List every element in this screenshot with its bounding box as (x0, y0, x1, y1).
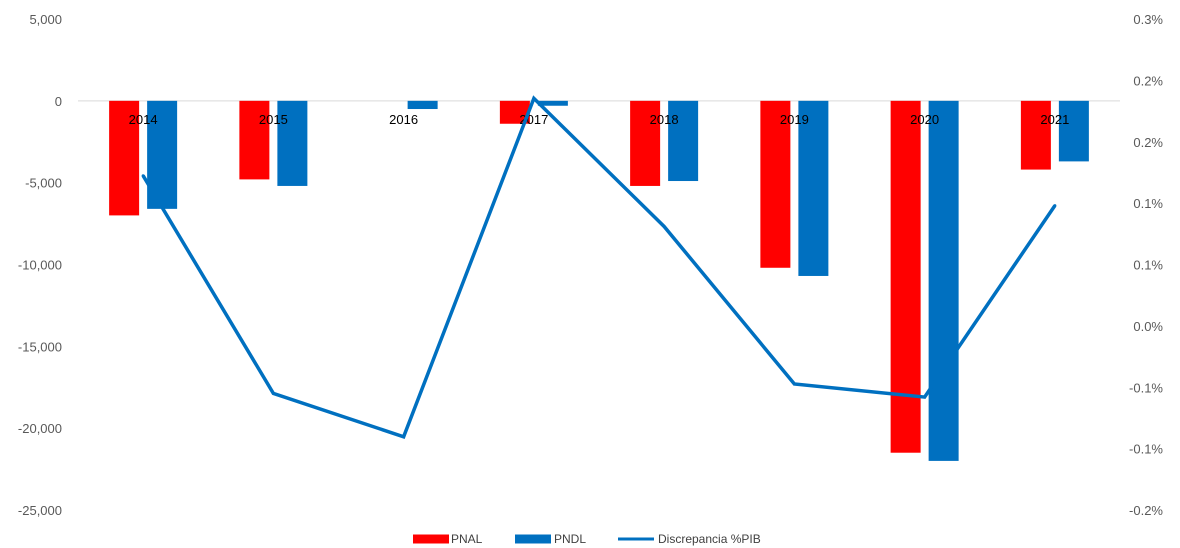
right-tick-label: -0.2% (1129, 503, 1163, 518)
bar-pnal-2017 (499, 100, 530, 124)
right-tick-label: 0.1% (1133, 258, 1163, 273)
right-tick-label: 0.0% (1133, 319, 1163, 334)
category-label: 2020 (910, 112, 939, 127)
legend-swatch-pndl (515, 534, 551, 544)
legend-swatch-discrepancia (618, 537, 654, 541)
legend: PNAL PNDL Discrepancia %PIB (413, 532, 761, 546)
category-label: 2016 (389, 112, 418, 127)
bar-pnal-2018 (630, 100, 661, 186)
left-tick-label: -5,000 (25, 176, 62, 191)
right-axis: 0.3% 0.2% 0.2% 0.1% 0.1% 0.0% -0.1% -0.1% -0.2% (1129, 12, 1163, 518)
category-label: 2021 (1040, 112, 1069, 127)
bar-pnal-2020 (890, 100, 921, 453)
line-point (141, 174, 145, 178)
bar-pnal-2015 (239, 100, 270, 180)
bar-pnal-2014 (109, 100, 140, 216)
left-tick-label: -20,000 (18, 421, 62, 436)
bar-pndl-2020 (928, 100, 959, 461)
line-point (923, 395, 927, 399)
right-tick-label: 0.3% (1133, 12, 1163, 27)
category-label: 2014 (129, 112, 158, 127)
right-tick-label: 0.2% (1133, 73, 1163, 88)
legend-label: Discrepancia %PIB (658, 532, 761, 546)
line-point (792, 382, 796, 386)
left-tick-label: -25,000 (18, 503, 62, 518)
line-point (532, 96, 536, 100)
right-tick-label: 0.2% (1133, 135, 1163, 150)
bar-pndl-2018 (668, 100, 699, 182)
left-tick-label: -10,000 (18, 258, 62, 273)
bar-pnal-2019 (760, 100, 791, 268)
line-point (402, 435, 406, 439)
legend-label: PNDL (554, 532, 586, 546)
bar-pndl-2015 (277, 100, 308, 186)
line-point (662, 224, 666, 228)
legend-swatch-pnal (413, 534, 449, 544)
line-discrepancia-pib (141, 95, 1057, 439)
bars-layer (109, 100, 1089, 461)
legend-label: PNAL (451, 532, 483, 546)
bar-pndl-2019 (798, 100, 829, 276)
left-tick-label: 0 (55, 94, 62, 109)
category-labels: 2014 2015 2016 2017 2018 2019 2020 2021 (129, 112, 1070, 127)
right-tick-label: 0.1% (1133, 196, 1163, 211)
right-tick-label: -0.1% (1129, 442, 1163, 457)
left-tick-label: 5,000 (29, 12, 62, 27)
left-tick-label: -15,000 (18, 339, 62, 354)
bar-pnal-2021 (1020, 100, 1051, 170)
bar-pndl-2021 (1058, 100, 1089, 162)
bar-pndl-2017 (537, 100, 568, 106)
category-label: 2018 (650, 112, 679, 127)
line-point (271, 391, 275, 395)
right-tick-label: -0.1% (1129, 380, 1163, 395)
bar-pndl-2016 (407, 100, 438, 110)
line-layer (141, 95, 1057, 439)
left-axis: 5,000 0 -5,000 -10,000 -15,000 -20,000 -25,000 (18, 12, 62, 518)
category-label: 2015 (259, 112, 288, 127)
category-label: 2019 (780, 112, 809, 127)
line-point (1053, 204, 1057, 208)
